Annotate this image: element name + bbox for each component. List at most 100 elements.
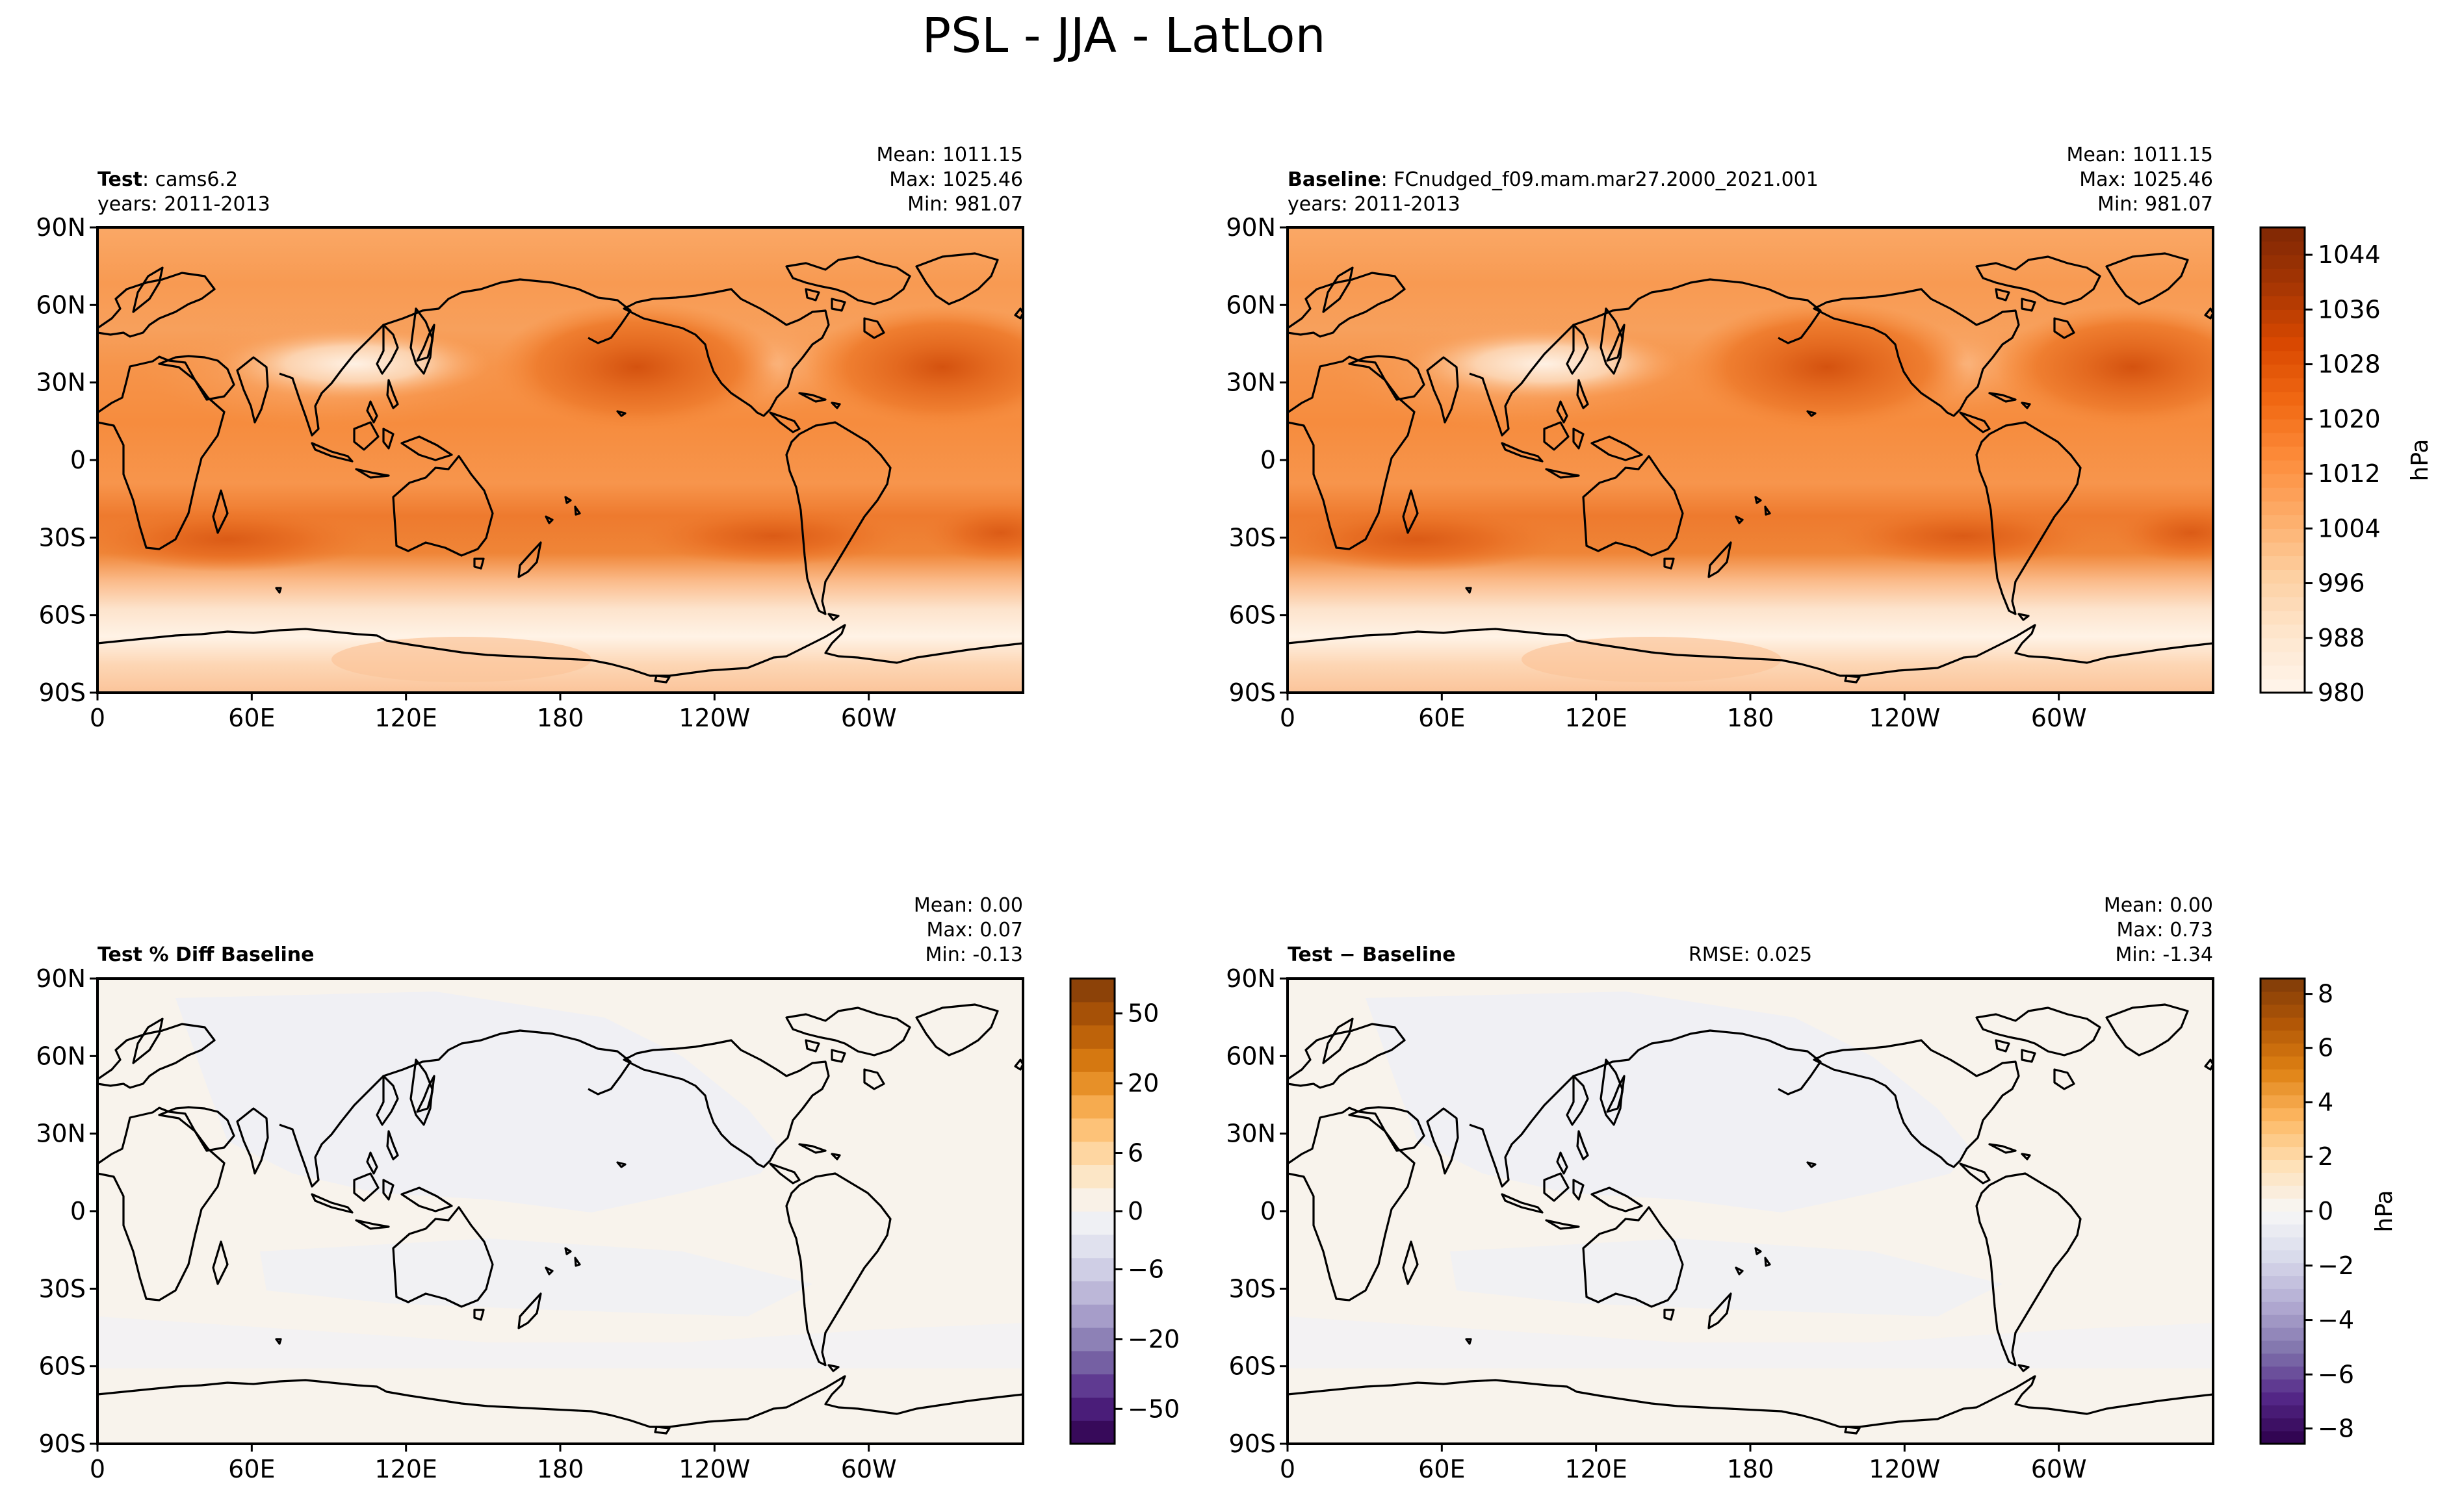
colorbar-band — [2261, 665, 2305, 680]
panel-baseline-stat-max: Max: 1025.46 — [2079, 168, 2213, 191]
colorbar-tick-label: 988 — [2318, 624, 2365, 652]
colorbar-band — [2261, 1249, 2305, 1264]
colorbar-pct-ticks: 50 20 6 0 −6 −20 −50 — [1115, 999, 1180, 1423]
lat-tick-label: 30N — [1226, 1120, 1276, 1148]
panel-test-stat-mean: Mean: 1011.15 — [877, 144, 1023, 166]
colorbar-tick-label: 6 — [1128, 1139, 1143, 1168]
panel-test-title-rest: : cams6.2 — [142, 168, 238, 191]
colorbar-abs-label: hPa — [2371, 1190, 2398, 1233]
colorbar-abs-ticks: 8 6 4 2 0 −2 −4 −6 −8 — [2305, 980, 2354, 1442]
colorbar-band — [2261, 378, 2305, 392]
colorbar-band — [2261, 350, 2305, 365]
colorbar-band — [2261, 1379, 2305, 1393]
panel-baseline-title-rest: : FCnudged_f09.mam.mar27.2000_2021.001 — [1381, 168, 1819, 191]
colorbar-band — [1070, 1188, 1115, 1212]
colorbar-band — [2261, 1069, 2305, 1083]
lat-tick-label: 0 — [1260, 446, 1276, 474]
colorbar-band — [2261, 1095, 2305, 1108]
colorbar-band — [2261, 637, 2305, 652]
colorbar-band — [1070, 1397, 1115, 1421]
colorbar-tick-label: 50 — [1128, 999, 1159, 1028]
panel-pct-diff: Test % Diff Baseline Mean: 0.00 Max: 0.0… — [36, 894, 1024, 1483]
colorbar-abs-bands — [2261, 979, 2305, 1444]
panel-pct-diff-stat-min: Min: -0.13 — [926, 943, 1024, 966]
lon-tick-label: 60W — [841, 704, 897, 732]
colorbar-band — [2261, 1082, 2305, 1096]
colorbar-band — [2261, 268, 2305, 283]
colorbar-band — [2261, 1198, 2305, 1212]
colorbar-psl-bands — [2261, 227, 2305, 693]
lat-tick-label: 30N — [36, 368, 86, 397]
colorbar-band — [2261, 528, 2305, 543]
colorbar-band — [1070, 1048, 1115, 1072]
panel-test-title: Test: cams6.2 — [97, 168, 238, 191]
lat-tick-label: 60N — [1226, 1042, 1276, 1070]
panel-baseline-subtitle: years: 2011-2013 — [1288, 193, 1460, 216]
lon-tick-label: 120E — [374, 1455, 437, 1483]
lon-tick-label: 0 — [90, 704, 105, 732]
colorbar-band — [2261, 651, 2305, 666]
colorbar-band — [2261, 1405, 2305, 1418]
lon-tick-label: 0 — [1280, 1455, 1295, 1483]
colorbar-band — [2261, 979, 2305, 992]
colorbar-band — [1070, 1025, 1115, 1049]
colorbar-tick-label: 8 — [2318, 980, 2333, 1008]
colorbar-band — [1070, 1374, 1115, 1398]
colorbar-tick-label: 980 — [2318, 678, 2365, 707]
panel-test: Test: cams6.2 years: 2011-2013 Mean: 101… — [36, 144, 1024, 732]
colorbar-tick-label: 1028 — [2318, 350, 2381, 379]
panel-diff: Test − Baseline RMSE: 0.025 Mean: 0.00 M… — [1226, 894, 2214, 1483]
colorbar-band — [1070, 1257, 1115, 1281]
colorbar-band — [2261, 474, 2305, 488]
colorbar-band — [2261, 1056, 2305, 1070]
colorbar-band — [2261, 569, 2305, 584]
colorbar-tick-label: 1044 — [2318, 240, 2381, 269]
colorbar-band — [1070, 1118, 1115, 1142]
colorbar-tick-label: 20 — [1128, 1069, 1159, 1097]
colorbar-band — [2261, 1146, 2305, 1160]
colorbar-band — [2261, 991, 2305, 1005]
colorbar-band — [2261, 1211, 2305, 1225]
colorbar-band — [2261, 337, 2305, 352]
colorbar-band — [2261, 515, 2305, 529]
lat-tick-label: 60N — [1226, 290, 1276, 319]
panel-pct-diff-stat-mean: Mean: 0.00 — [914, 894, 1023, 917]
lat-tick-label: 0 — [1260, 1197, 1276, 1225]
lat-tick-label: 60S — [39, 601, 86, 630]
colorbar-band — [2261, 255, 2305, 269]
panel-baseline-map — [1288, 227, 2213, 693]
colorbar-band — [1070, 979, 1115, 1003]
lat-tick-label: 60S — [1229, 1352, 1276, 1381]
colorbar-band — [2261, 487, 2305, 502]
lat-tick-label: 90S — [1229, 1429, 1276, 1458]
lat-tick-label: 0 — [70, 446, 86, 474]
lat-tick-label: 90N — [36, 964, 86, 993]
colorbar-band — [2261, 1418, 2305, 1431]
lon-tick-label: 120W — [679, 704, 750, 732]
colorbar-psl: 1044 1036 1028 1020 1012 1004 996 988 980 hPa — [2259, 226, 2433, 707]
colorbar-band — [2261, 678, 2305, 693]
panel-baseline: Baseline: FCnudged_f09.mam.mar27.2000_20… — [1226, 144, 2214, 732]
colorbar-band — [2261, 556, 2305, 570]
lon-tick-label: 60W — [2031, 704, 2087, 732]
colorbar-band — [1070, 1001, 1115, 1026]
panel-diff-map — [1288, 979, 2213, 1444]
colorbar-band — [2261, 227, 2305, 242]
lon-tick-label: 60E — [228, 1455, 275, 1483]
lon-tick-label: 120W — [1869, 704, 1940, 732]
colorbar-band — [2261, 1172, 2305, 1186]
lon-tick-label: 120E — [374, 704, 437, 732]
colorbar-pct: 50 20 6 0 −6 −20 −50 — [1069, 977, 1180, 1445]
colorbar-tick-label: 2 — [2318, 1142, 2333, 1171]
lon-tick-label: 180 — [1727, 1455, 1774, 1483]
lat-tick-label: 30N — [1226, 368, 1276, 397]
lat-tick-label: 60S — [39, 1352, 86, 1381]
lon-tick-label: 180 — [1727, 704, 1774, 732]
colorbar-band — [2261, 596, 2305, 611]
lon-tick-label: 120E — [1564, 1455, 1627, 1483]
colorbar-band — [2261, 1120, 2305, 1134]
colorbar-band — [2261, 1288, 2305, 1302]
